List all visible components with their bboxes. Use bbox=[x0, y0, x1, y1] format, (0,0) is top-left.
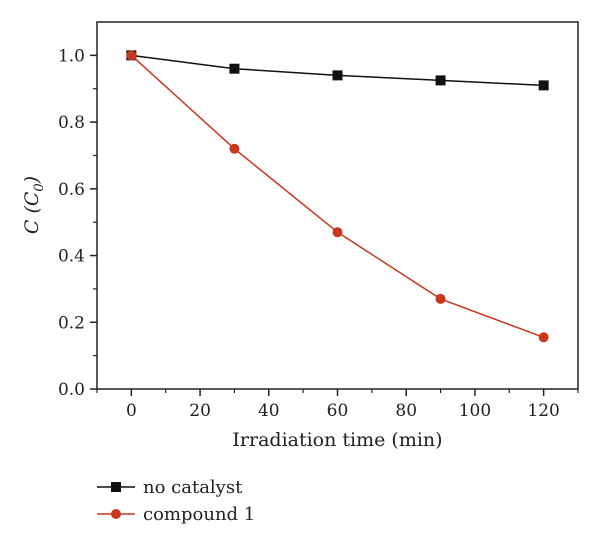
y-axis-label: C (C0) bbox=[21, 176, 47, 234]
y-tick-label: 0.6 bbox=[58, 180, 85, 200]
x-axis-label: Irradiation time (min) bbox=[232, 429, 442, 451]
legend-marker-compound-1 bbox=[111, 509, 121, 519]
x-tick-label: 20 bbox=[189, 401, 211, 421]
legend-label-compound-1: compound 1 bbox=[143, 504, 255, 525]
data-point bbox=[332, 70, 343, 81]
series-line-0 bbox=[131, 54, 544, 87]
y-tick-label: 0.0 bbox=[58, 380, 85, 400]
legend-label-no-catalyst: no catalyst bbox=[143, 477, 243, 498]
data-point bbox=[229, 143, 240, 154]
data-point bbox=[126, 50, 137, 61]
y-tick-label: 0.8 bbox=[58, 113, 85, 133]
x-tick-label: 0 bbox=[126, 401, 137, 421]
data-point bbox=[435, 75, 446, 86]
data-point bbox=[538, 80, 549, 91]
x-tick-label: 80 bbox=[395, 401, 417, 421]
y-tick-label: 0.2 bbox=[58, 313, 85, 333]
legend: no catalyst compound 1 bbox=[97, 477, 255, 525]
series-layer bbox=[126, 50, 549, 343]
y-tick-label: 1.0 bbox=[58, 46, 85, 66]
x-tick-label: 100 bbox=[459, 401, 491, 421]
x-tick-label: 120 bbox=[527, 401, 559, 421]
data-point bbox=[332, 227, 343, 238]
data-point bbox=[538, 332, 549, 343]
legend-marker-no-catalyst bbox=[111, 482, 121, 492]
x-tick-label: 60 bbox=[327, 401, 349, 421]
data-point bbox=[229, 63, 240, 74]
series-line-1 bbox=[130, 54, 544, 338]
x-tick-label: 40 bbox=[258, 401, 280, 421]
axis-ticks: 0 20 40 60 80 100 120 0.0 0.2 0.4 0.6 0.8 1.0 bbox=[58, 46, 579, 421]
data-point bbox=[435, 293, 446, 304]
y-tick-label: 0.4 bbox=[58, 247, 85, 267]
